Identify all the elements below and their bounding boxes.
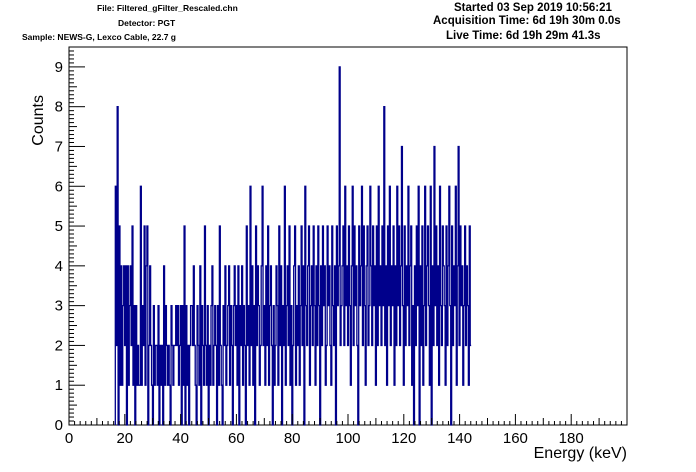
y-tick-label: 2 xyxy=(55,337,63,354)
x-tick-label: 80 xyxy=(284,430,301,447)
y-tick-label: 8 xyxy=(55,99,63,116)
header-file: File: Filtered_gFilter_Rescaled.chn xyxy=(97,3,238,13)
x-tick-label: 40 xyxy=(172,430,189,447)
x-tick-label: 140 xyxy=(447,430,472,447)
spectrum-histogram-line xyxy=(114,66,472,426)
x-tick-label: 60 xyxy=(228,430,245,447)
y-tick-label: 4 xyxy=(55,258,63,275)
x-tick-label: 160 xyxy=(503,430,528,447)
header-live-time: Live Time: 6d 19h 29m 41.3s xyxy=(446,30,601,42)
y-tick-label: 6 xyxy=(55,178,63,195)
y-axis-title: Counts xyxy=(30,95,47,146)
y-tick-label: 0 xyxy=(55,417,63,434)
x-tick-label: 100 xyxy=(335,430,360,447)
x-axis-title: Energy (keV) xyxy=(534,445,627,462)
x-tick-label: 120 xyxy=(391,430,416,447)
header-started: Started 03 Sep 2019 10:56:21 xyxy=(454,2,612,14)
x-tick-label: 180 xyxy=(559,430,584,447)
y-tick-label: 5 xyxy=(55,218,63,235)
y-tick-label: 3 xyxy=(55,298,63,315)
x-tick-label: 0 xyxy=(65,430,73,447)
header-acquisition-time: Acquisition Time: 6d 19h 30m 0.0s xyxy=(433,15,621,27)
y-tick-label: 9 xyxy=(55,59,63,76)
y-tick-label: 7 xyxy=(55,138,63,155)
header-sample: Sample: NEWS-G, Lexco Cable, 22.7 g xyxy=(22,32,176,42)
x-tick-label: 20 xyxy=(116,430,133,447)
y-tick-label: 1 xyxy=(55,377,63,394)
header-detector: Detector: PGT xyxy=(118,18,176,28)
